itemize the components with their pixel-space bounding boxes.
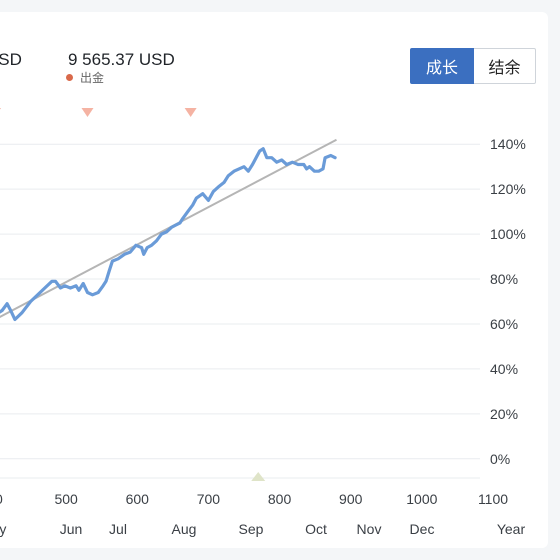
y-tick-label: 120% [490, 181, 526, 197]
growth-series-line [0, 147, 337, 322]
month-label: Sep [239, 521, 264, 537]
withdrawal-marker-icon [81, 108, 94, 117]
y-tick-label: 0% [490, 451, 510, 467]
y-tick-label: 60% [490, 316, 518, 332]
withdrawal-marker-icon [0, 108, 1, 110]
deposit-stat-value: USD [0, 50, 30, 70]
y-tick-label: 40% [490, 361, 518, 377]
month-label: ay [0, 521, 6, 537]
x-tick-label: 800 [268, 491, 292, 507]
deposit-stat-text: USD [0, 50, 22, 69]
x-tick-label: 900 [339, 491, 363, 507]
growth-line-chart: 0% 20% 40% 60% 80% 100% 120% 140% 00 500 600 700 800… [0, 108, 526, 537]
month-label: Oct [305, 521, 327, 537]
view-toggle: 成长 结余 [410, 48, 536, 84]
growth-tab-button[interactable]: 成长 [410, 48, 474, 84]
y-tick-label: 140% [490, 136, 526, 152]
balance-tab-button[interactable]: 结余 [474, 48, 536, 84]
y-tick-label: 80% [490, 271, 518, 287]
withdrawal-stat-value: 9 565.37 USD [68, 50, 175, 69]
x-tick-label: 1000 [406, 491, 437, 507]
x-tick-label: 1100 [478, 491, 508, 507]
month-label: Aug [172, 521, 197, 537]
x-tick-label: 500 [54, 491, 78, 507]
trend-line [0, 138, 337, 318]
month-label: Nov [357, 521, 382, 537]
withdrawal-marker-icon [184, 108, 197, 117]
deposit-marker-icon [251, 472, 266, 481]
x-tick-label: 00 [0, 491, 3, 507]
month-label: Dec [410, 521, 435, 537]
withdrawal-dot-icon [66, 74, 73, 81]
month-label: Jun [60, 521, 83, 537]
withdrawal-stat-label: 出金 [66, 69, 104, 86]
y-tick-label: 20% [490, 406, 518, 422]
withdrawal-label-text: 出金 [80, 71, 105, 85]
y-tick-label: 100% [490, 226, 526, 242]
x-tick-label: 600 [126, 491, 150, 507]
month-label: Jul [109, 521, 127, 537]
month-label: Year [497, 521, 526, 537]
x-tick-label: 700 [197, 491, 221, 507]
